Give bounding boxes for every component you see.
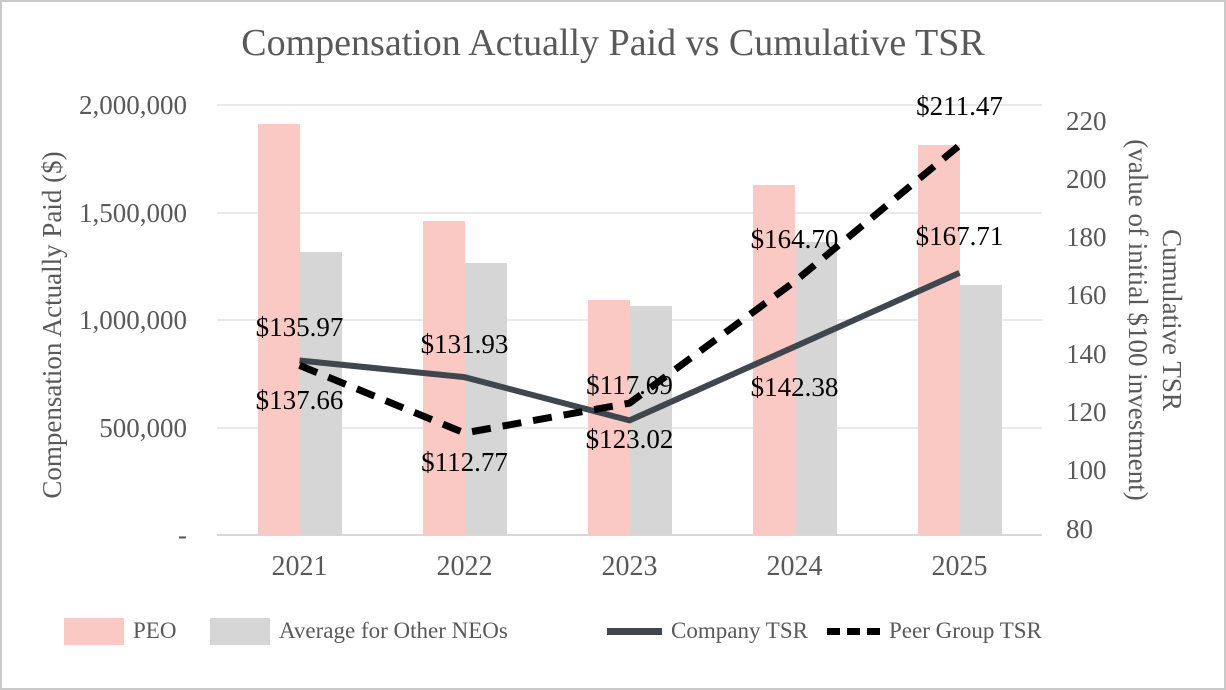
gridline [217,104,1042,106]
legend-item-peo: PEO [64,616,176,646]
right-axis-title: Cumulative TSR (value of initial $100 in… [1121,110,1189,530]
x-axis-label-2024: 2024 [766,551,823,582]
peer-group-tsr-swatch [827,627,880,635]
right-axis-tick: 120 [1066,396,1107,427]
left-axis-tick: 2,000,000 [79,90,187,120]
left-axis-tick: 500,000 [99,412,187,443]
company-tsr-swatch [607,627,662,635]
data-label-peer-group-tsr-2025: $211.47 [916,91,1003,122]
bar-other-neos-2023 [629,306,672,535]
data-label-company-tsr-2025: $167.71 [915,220,1004,251]
bar-other-neos-2021 [299,252,342,535]
legend-label-peo: PEO [133,618,177,643]
bar-peo-2022 [422,221,465,535]
chart-title: Compensation Actually Paid vs Cumulative… [241,22,985,64]
peo-swatch [64,617,124,645]
right-axis-tick: 220 [1066,105,1107,136]
left-axis-tick: - [178,520,187,550]
bar-other-neos-2025 [959,284,1002,535]
legend-item-peer-group-tsr: Peer Group TSR [827,616,1042,646]
x-axis-label-2021: 2021 [271,551,328,582]
left-axis-tick: 1,000,000 [79,305,187,335]
bar-peo-2023 [587,299,630,535]
right-axis-tick: 200 [1066,163,1107,194]
legend-label-other-neos: Average for Other NEOs [279,618,508,643]
right-axis-title-line2: (value of initial $100 investment) [1123,139,1153,501]
left-axis-tick: 1,500,000 [79,197,187,228]
bar-peo-2025 [917,144,960,535]
bar-peo-2024 [752,184,795,535]
legend-item-other-neos: Average for Other NEOs [210,616,508,646]
legend-label-peer-group-tsr: Peer Group TSR [889,618,1042,643]
right-axis-tick: 80 [1066,513,1093,544]
x-axis-line [217,534,1042,536]
right-axis-tick: 140 [1066,338,1107,369]
legend-item-company-tsr: Company TSR [607,616,808,646]
x-axis-label-2023: 2023 [601,551,658,582]
right-axis-tick: 180 [1066,222,1107,253]
bar-other-neos-2024 [794,241,837,535]
right-axis-tick: 100 [1066,455,1107,486]
bar-other-neos-2022 [464,263,507,535]
bar-peo-2021 [257,124,300,535]
x-axis-label-2025: 2025 [931,551,988,582]
other-neos-swatch [210,617,270,645]
x-axis-label-2022: 2022 [436,551,493,582]
right-axis-title-line1: Cumulative TSR [1157,229,1187,411]
right-axis-tick: 160 [1066,280,1107,311]
legend-label-company-tsr: Company TSR [671,618,808,643]
